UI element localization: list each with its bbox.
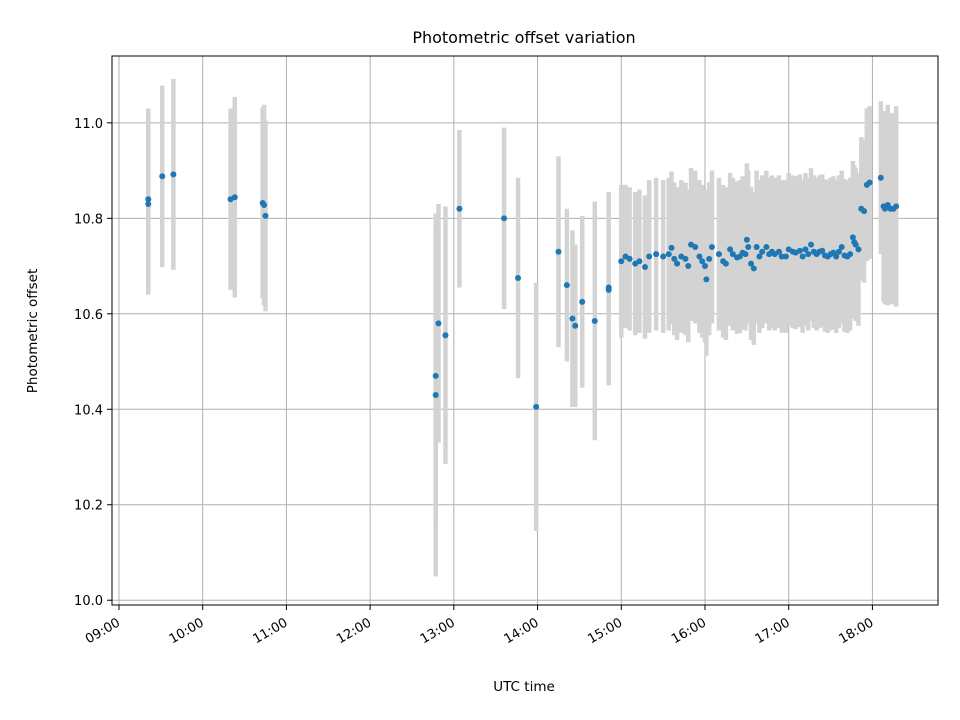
y-axis-label: Photometric offset: [25, 269, 41, 393]
data-point: [569, 315, 576, 322]
data-point: [579, 298, 586, 305]
data-point: [782, 253, 789, 260]
data-point: [145, 196, 152, 203]
data-point: [442, 332, 449, 339]
data-point: [808, 241, 815, 248]
data-point: [145, 200, 152, 207]
data-point: [555, 248, 562, 255]
data-point: [618, 258, 625, 265]
data-point: [759, 248, 766, 255]
data-point: [877, 174, 884, 181]
data-point: [653, 251, 660, 258]
data-point: [646, 253, 653, 260]
y-tick-label: 10.6: [74, 308, 103, 323]
data-point: [715, 251, 722, 258]
data-point: [696, 253, 703, 260]
data-point: [796, 247, 803, 254]
data-point: [671, 255, 678, 262]
data-point: [170, 171, 177, 178]
data-point: [849, 234, 856, 241]
data-point: [729, 251, 736, 258]
data-point: [432, 372, 439, 379]
data-point: [802, 246, 809, 253]
data-point: [750, 265, 757, 272]
data-point: [674, 260, 681, 267]
y-tick-label: 10.0: [74, 594, 103, 609]
data-point: [745, 243, 752, 250]
data-point: [838, 243, 845, 250]
data-point: [533, 403, 540, 410]
data-point: [665, 251, 672, 258]
data-point: [515, 274, 522, 281]
data-point: [893, 203, 900, 210]
data-point: [641, 264, 648, 271]
y-axis-ticks: 10.0 10.2 10.4 10.6 10.8 11.0: [74, 117, 112, 609]
data-point: [660, 253, 667, 260]
chart-title: Photometric offset variation: [412, 28, 635, 47]
data-point: [778, 253, 785, 260]
data-point: [262, 212, 269, 219]
data-point: [432, 391, 439, 398]
data-point: [456, 205, 463, 212]
data-points: [145, 171, 900, 410]
data-point: [722, 260, 729, 267]
data-point: [833, 253, 840, 260]
data-point: [692, 243, 699, 250]
data-point: [756, 253, 763, 260]
data-point: [763, 243, 770, 250]
data-point: [866, 179, 873, 186]
data-point: [727, 246, 734, 253]
data-point: [805, 251, 812, 258]
data-point: [668, 244, 675, 251]
data-point: [861, 208, 868, 215]
data-point: [626, 255, 633, 262]
data-point: [706, 255, 713, 262]
data-point: [572, 322, 579, 329]
data-point: [682, 255, 689, 262]
data-point: [636, 258, 643, 265]
data-point: [563, 282, 570, 289]
data-point: [685, 263, 692, 270]
data-point: [703, 276, 710, 283]
data-point: [435, 320, 442, 327]
data-point: [748, 260, 755, 267]
data-point: [261, 201, 268, 208]
plot-frame: [111, 55, 939, 606]
data-point: [819, 247, 826, 254]
data-point: [775, 248, 782, 255]
data-point: [231, 194, 238, 201]
y-tick-label: 10.2: [74, 499, 103, 514]
y-tick-label: 10.4: [74, 403, 103, 418]
y-tick-label: 11.0: [74, 117, 103, 132]
data-point: [743, 236, 750, 243]
data-point: [799, 253, 806, 260]
data-point: [847, 251, 854, 258]
data-point: [591, 317, 598, 324]
data-point: [605, 286, 612, 293]
data-point: [835, 248, 842, 255]
data-point: [701, 263, 708, 270]
data-point: [501, 215, 508, 222]
data-point: [742, 251, 749, 258]
data-point: [699, 258, 706, 265]
data-point: [753, 243, 760, 250]
data-point: [852, 241, 859, 248]
data-point: [855, 246, 862, 253]
y-tick-label: 10.8: [74, 212, 103, 227]
data-point: [708, 243, 715, 250]
x-axis-label: UTC time: [493, 679, 555, 695]
data-point: [159, 173, 166, 180]
